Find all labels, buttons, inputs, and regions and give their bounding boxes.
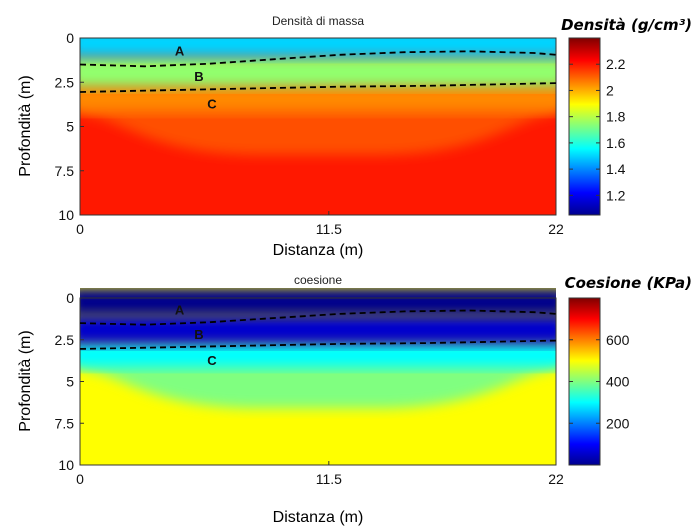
field-layer-c <box>80 341 556 369</box>
field-transition <box>80 358 556 409</box>
colorbar-ticks: 200 400 600 <box>569 332 630 431</box>
colorbar-tick-label: 1.4 <box>606 161 626 177</box>
y-axis-label: Profondità (m) <box>17 75 34 176</box>
layer-label-a: A <box>175 43 185 58</box>
x-tick-label: 22 <box>548 221 564 237</box>
y-axis-label: Profondità (m) <box>17 330 34 431</box>
colorbar-title: Densità (g/cm³) <box>561 16 692 34</box>
layer-labels: ABC <box>175 303 217 368</box>
colorbar <box>568 297 601 466</box>
field-layer-b <box>80 55 556 88</box>
x-tick-label: 0 <box>76 471 84 487</box>
axis-ticks: 0 11.5 22 0 2.5 5 7.5 10 <box>55 30 564 237</box>
colorbar-title: Coesione (KPa) <box>565 274 692 292</box>
y-tick-label: 0 <box>66 30 74 46</box>
field-layer-a <box>80 38 556 58</box>
layer-label-a: A <box>175 303 185 318</box>
x-tick-label: 22 <box>548 471 564 487</box>
field-transition <box>80 101 556 155</box>
x-tick-label: 11.5 <box>316 471 342 487</box>
layer-label-b: B <box>194 327 203 342</box>
y-tick-label: 7.5 <box>55 163 75 179</box>
layer-label-b: B <box>194 69 203 84</box>
x-tick-label: 11.5 <box>316 221 342 237</box>
colorbar <box>568 37 601 216</box>
x-tick-label: 0 <box>76 221 84 237</box>
panel-density: Densità di massa ABC 0 11.5 22 0 2.5 5 7.5 10 D… <box>17 14 692 259</box>
panel-title: Densità di massa <box>272 14 364 28</box>
x-axis-label: Distanza (m) <box>273 242 364 259</box>
y-tick-label: 2.5 <box>55 74 75 90</box>
field-layer-c <box>80 84 556 113</box>
heatmap-field <box>80 38 556 215</box>
y-tick-label: 10 <box>58 207 74 223</box>
y-tick-label: 10 <box>58 457 74 473</box>
field-layer-a <box>80 288 556 317</box>
layer-labels: ABC <box>175 43 217 111</box>
colorbar-tick-label: 200 <box>606 415 630 431</box>
panel-cohesion: coesione ABC 0 11.5 22 0 2.5 5 7.5 10 Distanza … <box>17 273 692 526</box>
colorbar-tick-label: 1.8 <box>606 109 626 125</box>
axis-ticks: 0 11.5 22 0 2.5 5 7.5 10 <box>55 290 564 487</box>
y-tick-label: 2.5 <box>55 332 75 348</box>
colorbar-tick-label: 1.2 <box>606 187 626 203</box>
x-axis-label: Distanza (m) <box>273 509 364 526</box>
colorbar-tick-label: 2.2 <box>606 56 626 72</box>
colorbar-tick-label: 2 <box>606 82 614 98</box>
boundary-line-1 <box>79 50 557 68</box>
colorbar-tick-label: 1.6 <box>606 135 626 151</box>
y-tick-label: 0 <box>66 290 74 306</box>
boundary-line-2 <box>79 82 557 93</box>
layer-boundaries <box>79 50 557 93</box>
boundary-line-1 <box>79 309 557 326</box>
field-layer-b <box>80 314 556 345</box>
y-tick-label: 7.5 <box>55 415 75 431</box>
layer-label-c: C <box>207 353 217 368</box>
panel-title: coesione <box>294 273 342 287</box>
y-tick-label: 5 <box>66 119 74 135</box>
boundary-line-2 <box>79 339 557 350</box>
layer-boundaries <box>79 309 557 350</box>
colorbar-ticks: 1.2 1.4 1.6 1.8 2 2.2 <box>569 56 626 203</box>
colorbar-tick-label: 400 <box>606 374 630 390</box>
heatmap-field <box>80 288 556 465</box>
y-tick-label: 5 <box>66 374 74 390</box>
layer-label-c: C <box>207 96 217 111</box>
colorbar-tick-label: 600 <box>606 332 630 348</box>
